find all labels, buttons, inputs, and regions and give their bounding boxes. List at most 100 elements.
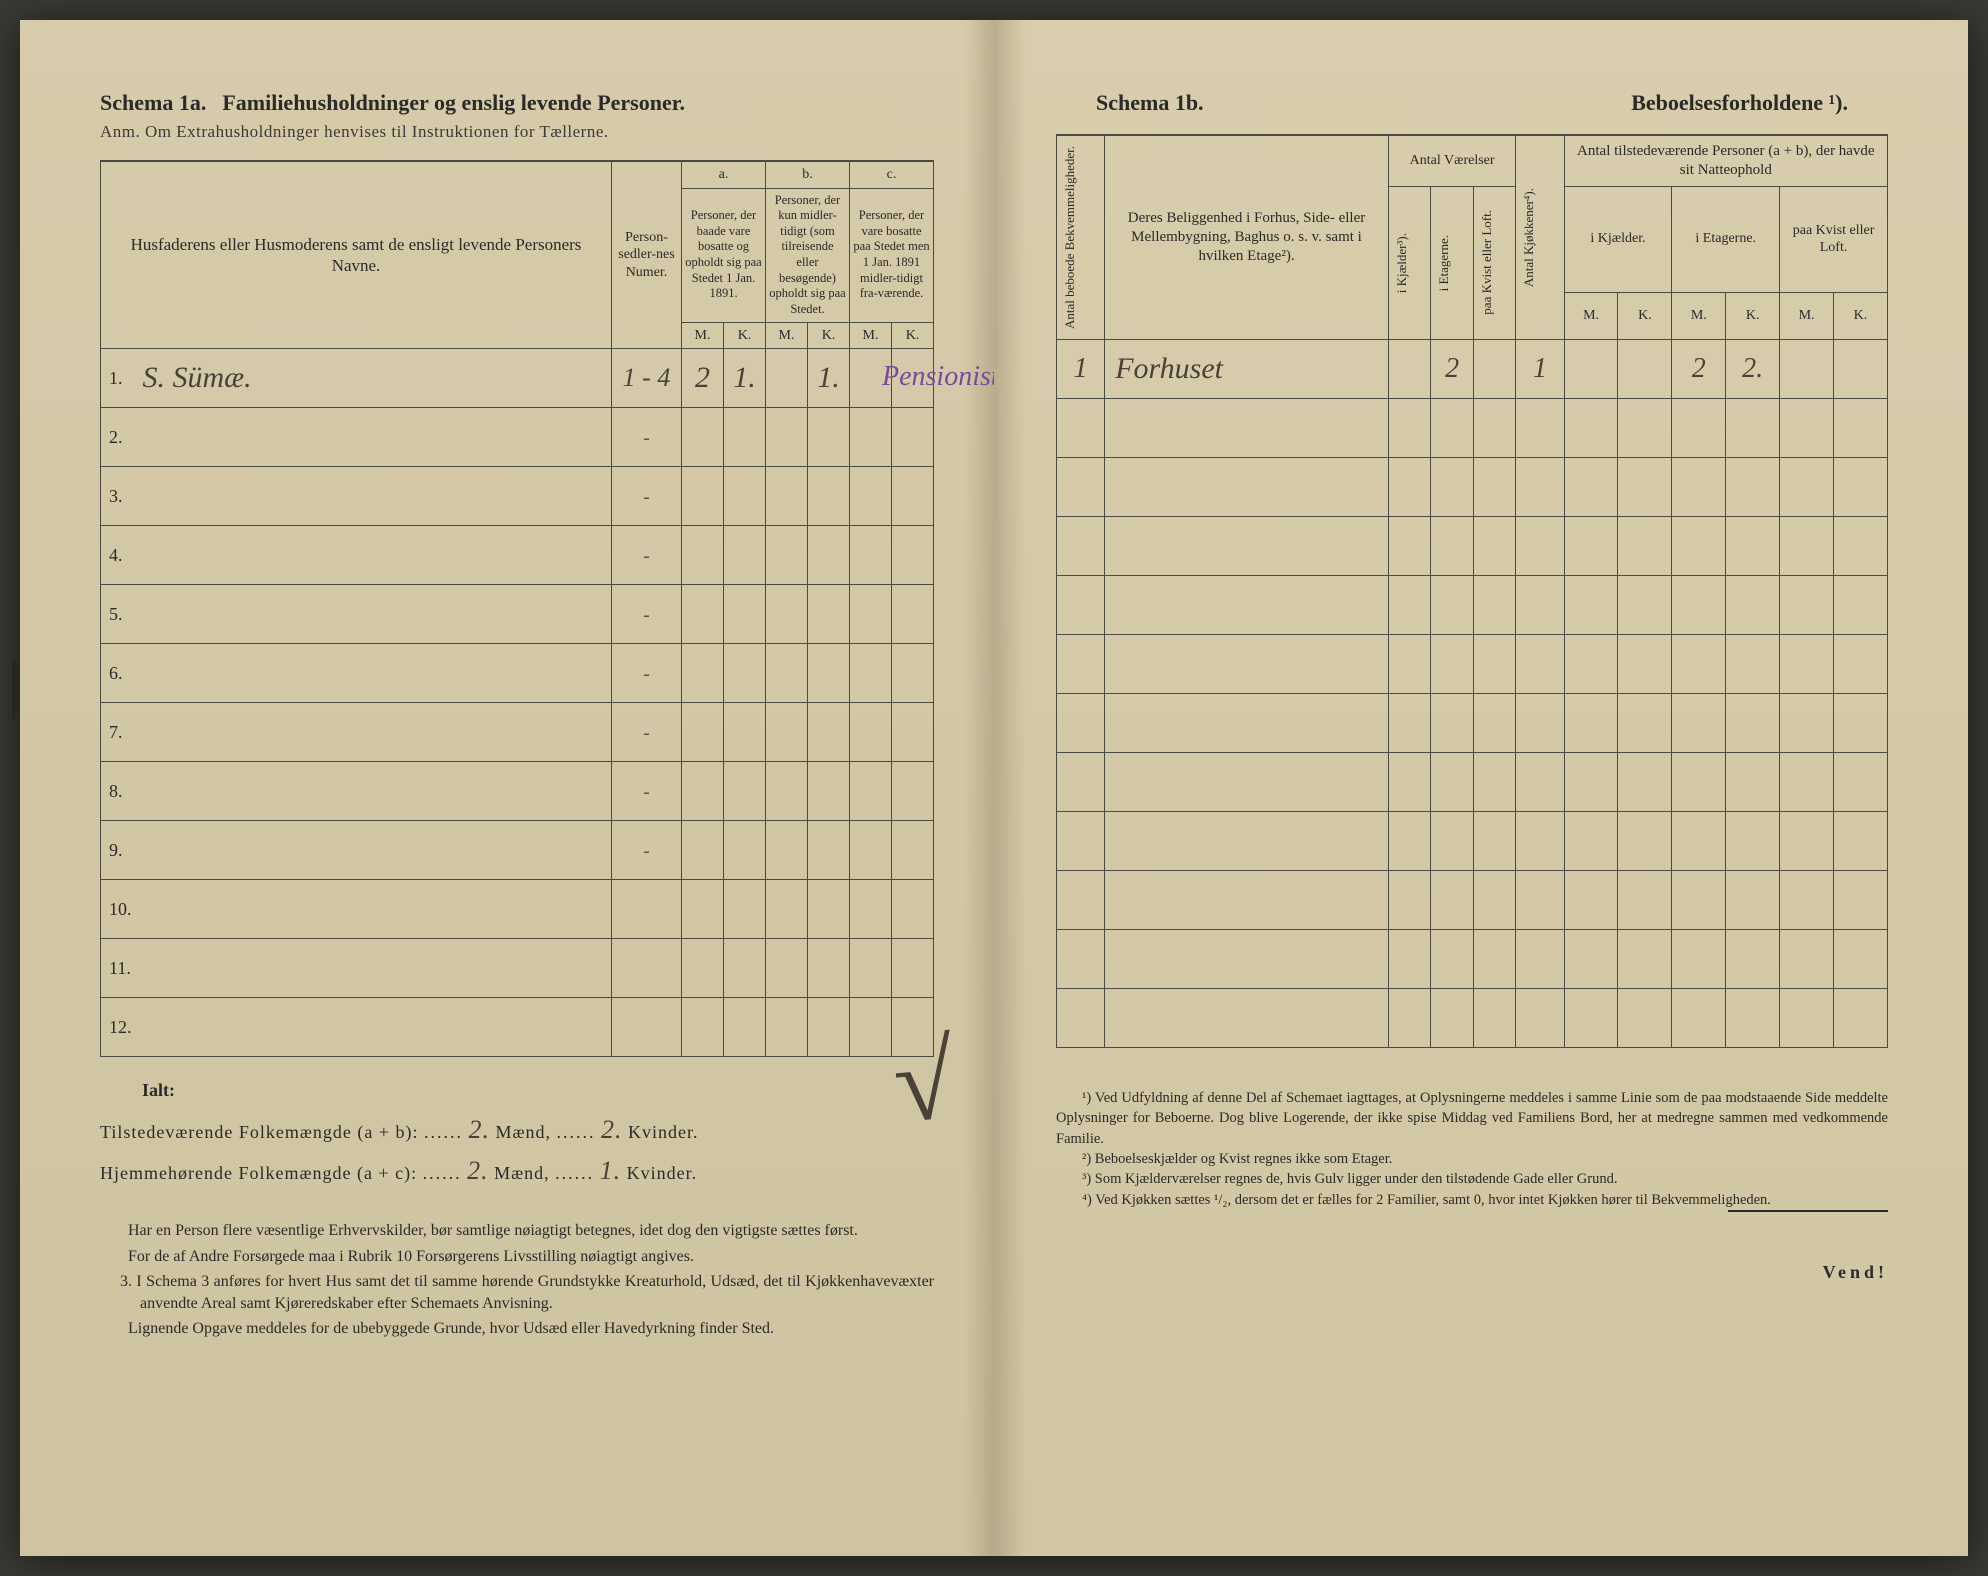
data-cell [1105,989,1389,1048]
table-row [1057,694,1888,753]
col-beliggenhed: Deres Beliggenhed i Forhus, Side- eller … [1105,136,1389,340]
data-cell [1388,930,1431,989]
col-a-label: a. [682,162,766,189]
data-cell [1726,576,1780,635]
data-cell [1473,576,1516,635]
col-antal-vaerelser: Antal Værelser [1388,136,1516,187]
page-spread: Schema 1a. Familiehusholdninger og ensli… [20,20,1968,1556]
col-vaer-etager: i Etagerne. [1434,229,1454,297]
data-cell [892,703,934,762]
name-cell [137,703,612,762]
left-notes: Har en Person flere væsentlige Erhvervsk… [100,1220,934,1340]
data-cell [1473,812,1516,871]
data-cell: 8. [101,762,137,821]
data-cell [1057,576,1105,635]
data-cell: 2 [1431,340,1474,399]
data-cell: 9. [101,821,137,880]
name-cell [137,467,612,526]
data-cell [612,998,682,1057]
col-natt-etager: i Etagerne. [1672,186,1780,292]
data-cell [850,762,892,821]
name-cell [137,821,612,880]
table-row [1057,399,1888,458]
data-cell [1431,517,1474,576]
data-cell [1618,989,1672,1048]
data-cell [1618,635,1672,694]
col-cK: K. [892,322,934,349]
data-cell [1516,694,1564,753]
data-cell [1833,576,1887,635]
data-cell [1057,458,1105,517]
right-title-row: Schema 1b. Beboelsesforholdene ¹). [1056,90,1888,116]
note-p4: Lignende Opgave meddeles for de ubebygge… [100,1318,934,1340]
data-cell [1105,871,1389,930]
data-cell [1780,340,1834,399]
table-row [1057,753,1888,812]
data-cell: - [612,585,682,644]
data-cell: 2. [1726,340,1780,399]
data-cell: 12. [101,998,137,1057]
col-natt-kjaelder: i Kjælder. [1564,186,1672,292]
sum1-k: 2. [601,1115,623,1144]
data-cell [1564,340,1618,399]
data-cell [808,880,850,939]
data-cell [1780,399,1834,458]
data-cell: Pensionist. [892,349,934,408]
data-cell [1057,399,1105,458]
note-p2: For de af Andre Forsørgede maa i Rubrik … [100,1246,934,1268]
anm-note: Anm. Om Extrahusholdninger henvises til … [100,122,934,142]
table-row [1057,576,1888,635]
data-cell [1618,340,1672,399]
dots: ...... [424,1122,463,1142]
data-cell [850,644,892,703]
col-antal-kjokkener: Antal Kjøkkener⁴). [1519,182,1539,293]
data-cell [724,880,766,939]
data-cell [682,998,724,1057]
data-cell [850,408,892,467]
data-cell: 2 [682,349,724,408]
data-cell [1672,753,1726,812]
data-cell [1105,399,1389,458]
schema-1b-table: Antal beboede Bekvemmeligheder. Deres Be… [1056,135,1888,1048]
data-cell [1388,812,1431,871]
data-cell [1473,930,1516,989]
data-cell [808,467,850,526]
sum2-label: Hjemmehørende Folkemængde (a + c): [100,1163,417,1183]
data-cell [1431,871,1474,930]
data-cell [766,526,808,585]
data-cell [1564,399,1618,458]
data-cell [1833,517,1887,576]
data-cell [1431,753,1474,812]
data-cell [1672,871,1726,930]
right-page: Schema 1b. Beboelsesforholdene ¹). Antal… [994,20,1968,1556]
sum-line-2: Hjemmehørende Folkemængde (a + c): .....… [100,1151,934,1190]
data-cell: 5. [101,585,137,644]
data-cell [1105,694,1389,753]
col-etM: M. [1672,292,1726,339]
data-cell [1833,399,1887,458]
name-cell [137,585,612,644]
table-row [1057,871,1888,930]
data-cell [1516,989,1564,1048]
data-cell [724,703,766,762]
data-cell [892,939,934,998]
data-cell [724,585,766,644]
data-cell [1780,753,1834,812]
data-cell [1833,694,1887,753]
data-cell [1473,635,1516,694]
data-cell: - [612,703,682,762]
data-cell: - [612,644,682,703]
sum1-kvinder: Kvinder. [628,1122,699,1142]
data-cell [850,998,892,1057]
sum2-kvinder: Kvinder. [627,1163,698,1183]
col-cM: M. [850,322,892,349]
right-footnotes: ¹) Ved Udfyldning af denne Del af Schema… [1056,1088,1888,1210]
name-cell [137,408,612,467]
sum-line-1: Tilstedeværende Folkemængde (a + b): ...… [100,1110,934,1149]
table-row: 6.- [101,644,934,703]
dots: ...... [423,1163,462,1183]
data-cell [1672,930,1726,989]
col-tilstedevaerende: Antal tilstedeværende Personer (a + b), … [1564,136,1887,187]
data-cell [724,998,766,1057]
data-cell: 1 [1516,340,1564,399]
